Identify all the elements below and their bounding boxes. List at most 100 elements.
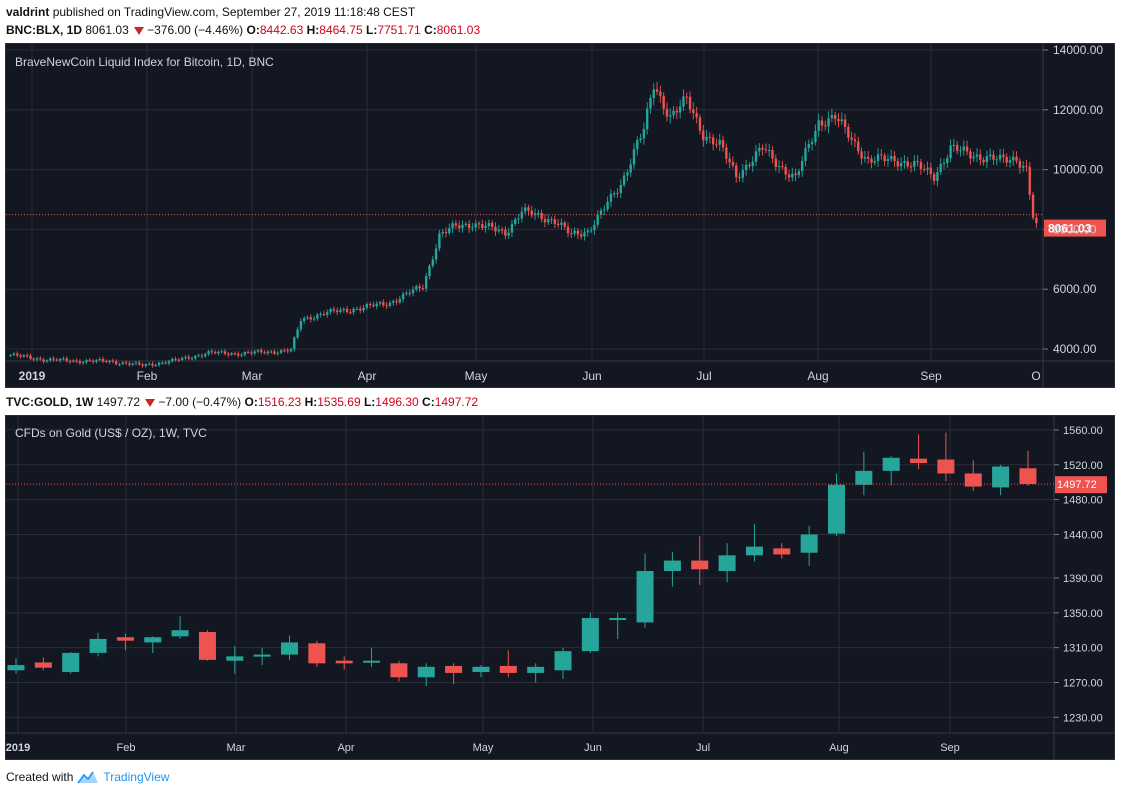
candle-body	[817, 120, 820, 131]
candle-body	[764, 149, 768, 151]
candle-body	[368, 304, 372, 306]
candle-body	[527, 666, 545, 673]
gold-chart-panel[interactable]: 1497.72 1230.00 1270.00 1310.00 1350.00 1390.…	[5, 415, 1115, 760]
candle-body	[154, 365, 157, 367]
candle-body	[962, 146, 965, 151]
candle-body	[421, 288, 425, 290]
bitcoin-chart-svg[interactable]: 8061.03 4000.00 6000.00 8000.00 10000.00 1200…	[6, 44, 1114, 387]
candle-body	[678, 106, 682, 113]
candle-body	[415, 286, 418, 290]
candle-body	[721, 140, 725, 148]
candle-body	[909, 166, 913, 168]
candle-body	[121, 362, 124, 365]
candle-body	[632, 149, 636, 165]
x-tick-label: Apr	[358, 369, 377, 383]
candle-body	[814, 130, 817, 142]
candle-body	[55, 359, 59, 361]
gold-chart-title: CFDs on Gold (US$ / OZ), 1W, TVC	[15, 426, 207, 440]
candle-body	[711, 137, 715, 145]
candle-body	[988, 154, 992, 157]
candle-body	[955, 144, 959, 151]
candle-body	[378, 302, 382, 304]
candle-body	[308, 643, 326, 664]
x-tick-label: Sep	[940, 742, 960, 754]
candle-body	[382, 302, 385, 306]
candle-body	[540, 212, 543, 220]
candle-body	[982, 159, 985, 163]
candle-body	[691, 560, 709, 570]
candle-body	[207, 351, 210, 355]
candle-body	[438, 233, 441, 249]
candle-body	[863, 156, 867, 159]
x-tick-label: Jul	[696, 742, 710, 754]
candle-body	[682, 96, 685, 107]
candle-body	[946, 158, 949, 164]
candle-body	[62, 652, 80, 673]
candle-body	[906, 161, 909, 167]
bitcoin-chart-panel[interactable]: 8061.03 4000.00 6000.00 8000.00 10000.00 1200…	[5, 43, 1115, 388]
candle-body	[355, 308, 359, 310]
candle-body	[965, 146, 969, 152]
candle-body	[1028, 166, 1031, 195]
candle-body	[144, 637, 162, 643]
candle-body	[392, 301, 395, 303]
candle-body	[616, 192, 619, 194]
candle-body	[728, 158, 731, 163]
candle-body	[269, 351, 273, 353]
candle-body	[398, 299, 402, 303]
candle-body	[566, 226, 570, 234]
candle-body	[487, 222, 491, 226]
candle-body	[833, 115, 837, 119]
candle-body	[794, 173, 797, 176]
author-name[interactable]: valdrint	[6, 5, 50, 19]
candle-body	[533, 213, 537, 216]
candle-body	[771, 150, 774, 159]
down-arrow-icon	[145, 398, 156, 407]
candle-body	[857, 141, 860, 152]
candle-body	[454, 223, 458, 226]
candle-body	[603, 209, 606, 211]
y-tick-label: 1520.00	[1063, 460, 1103, 472]
candle-body	[230, 353, 233, 355]
tradingview-brand[interactable]: TradingView	[103, 770, 170, 784]
candle-body	[824, 125, 827, 127]
y-tick-label: 1350.00	[1063, 608, 1103, 620]
candle-body	[725, 147, 728, 159]
candle-body	[326, 312, 329, 315]
y-tick-label: 10000.00	[1053, 163, 1103, 177]
candle-body	[992, 466, 1010, 488]
candle-body	[800, 161, 804, 172]
candle-body	[1002, 154, 1005, 157]
candle-body	[471, 227, 474, 229]
candle-body	[573, 230, 576, 234]
candle-body	[198, 631, 216, 660]
candle-body	[116, 637, 134, 641]
candle-body	[695, 113, 698, 118]
candle-body	[68, 360, 72, 362]
candle-body	[1031, 194, 1035, 218]
candle-body	[7, 665, 25, 671]
chart2-price: 1497.72	[96, 395, 141, 409]
candle-body	[88, 360, 92, 362]
candle-body	[969, 151, 972, 159]
candle-body	[866, 156, 870, 159]
y-tick-label: 1270.00	[1063, 677, 1103, 689]
gold-chart-svg[interactable]: 1497.72 1230.00 1270.00 1310.00 1350.00 1390.…	[6, 416, 1114, 759]
candle-body	[761, 147, 764, 150]
candle-body	[190, 358, 194, 360]
candle-body	[855, 470, 873, 485]
candle-body	[108, 360, 111, 363]
candle-body	[751, 161, 754, 167]
bitcoin-chart-title: BraveNewCoin Liquid Index for Bitcoin, 1…	[15, 55, 274, 69]
candle-body	[797, 171, 801, 176]
x-tick-label: May	[465, 369, 488, 383]
candle-body	[731, 162, 735, 166]
candle-body	[147, 363, 151, 365]
candle-body	[312, 318, 316, 320]
candle-body	[279, 350, 283, 353]
candle-body	[738, 177, 741, 179]
candle-body	[649, 98, 652, 109]
candle-body	[200, 355, 204, 357]
candle-body	[167, 361, 171, 364]
candle-body	[302, 318, 306, 322]
